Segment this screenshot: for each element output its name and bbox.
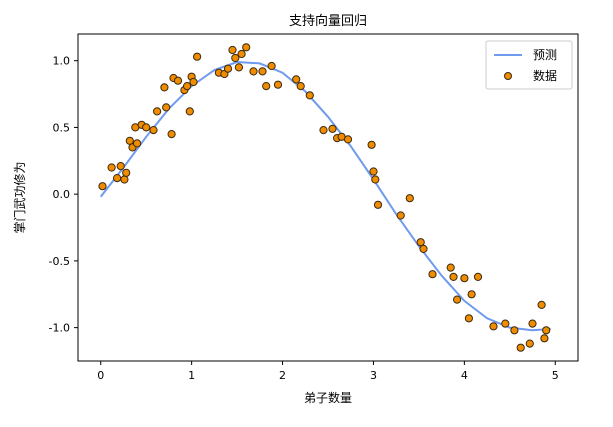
data-point bbox=[516, 343, 525, 352]
data-point bbox=[369, 167, 378, 176]
y-tick-label: -1.0 bbox=[49, 322, 70, 335]
data-point bbox=[120, 175, 129, 184]
x-axis-title: 弟子数量 bbox=[304, 390, 352, 405]
data-point bbox=[162, 103, 171, 112]
y-tick-label: 1.0 bbox=[53, 55, 71, 68]
data-point bbox=[460, 274, 469, 283]
y-tick-label: 0.0 bbox=[53, 188, 71, 201]
data-point bbox=[446, 263, 455, 272]
data-point bbox=[396, 211, 405, 220]
data-point bbox=[193, 52, 202, 61]
data-point bbox=[542, 326, 551, 335]
axes: 0 1 2 3 4 5 -1.0 -0.5 0.0 0.5 1.0 bbox=[49, 33, 579, 382]
data-point bbox=[449, 272, 458, 281]
data-point bbox=[153, 107, 162, 116]
x-tick-label: 2 bbox=[279, 369, 286, 382]
data-point bbox=[540, 334, 549, 343]
prediction-line bbox=[99, 60, 551, 332]
chart-title: 支持向量回归 bbox=[289, 13, 367, 29]
x-tick-label: 1 bbox=[188, 369, 195, 382]
x-tick-label: 0 bbox=[97, 369, 104, 382]
data-point bbox=[489, 322, 498, 331]
data-point bbox=[428, 270, 437, 279]
data-point bbox=[537, 300, 546, 309]
data-point bbox=[133, 139, 142, 148]
data-point bbox=[416, 238, 425, 247]
data-point bbox=[183, 82, 192, 91]
data-point bbox=[142, 123, 151, 132]
data-point bbox=[343, 135, 353, 144]
data-point bbox=[267, 61, 276, 71]
data-point bbox=[473, 272, 483, 281]
data-point bbox=[453, 295, 462, 304]
y-tick-label: 0.5 bbox=[53, 121, 71, 134]
data-point bbox=[234, 63, 243, 72]
data-point bbox=[419, 244, 428, 253]
data-point bbox=[98, 182, 107, 191]
data-point bbox=[223, 64, 233, 73]
data-point bbox=[160, 83, 169, 92]
data-point bbox=[464, 314, 473, 323]
data-point bbox=[467, 290, 476, 299]
legend-line-label: 预测 bbox=[533, 48, 557, 62]
data-point bbox=[319, 126, 328, 135]
data-point bbox=[228, 45, 237, 55]
data-point bbox=[528, 319, 537, 328]
plot-frame bbox=[77, 33, 579, 362]
data-point bbox=[510, 326, 519, 335]
plot-area bbox=[98, 43, 551, 352]
data-point bbox=[107, 163, 116, 172]
data-point bbox=[262, 82, 271, 91]
legend-marker-swatch bbox=[504, 72, 512, 80]
data-point bbox=[328, 124, 337, 133]
data-point bbox=[371, 175, 380, 184]
data-point bbox=[501, 319, 510, 328]
data-point bbox=[292, 75, 301, 84]
data-point bbox=[242, 43, 251, 52]
data-point bbox=[185, 107, 194, 116]
data-point bbox=[231, 53, 240, 63]
y-tick-label: -0.5 bbox=[49, 255, 70, 268]
data-point bbox=[116, 162, 125, 171]
x-tick-label: 3 bbox=[370, 369, 377, 382]
data-point bbox=[237, 49, 246, 59]
legend-marker-label: 数据 bbox=[533, 68, 557, 83]
data-point bbox=[249, 67, 258, 76]
data-point bbox=[189, 77, 198, 87]
x-tick-label: 5 bbox=[552, 369, 559, 382]
data-point bbox=[273, 80, 283, 89]
data-point bbox=[258, 67, 267, 76]
data-point bbox=[405, 194, 414, 203]
data-point bbox=[373, 200, 383, 209]
data-point bbox=[167, 130, 176, 139]
data-point bbox=[367, 140, 376, 149]
legend: 预测 数据 bbox=[485, 40, 573, 90]
data-point bbox=[122, 168, 131, 177]
x-tick-label: 4 bbox=[461, 369, 468, 382]
legend-box bbox=[485, 40, 573, 90]
y-axis-title: 掌门武功修为 bbox=[12, 161, 27, 233]
data-point bbox=[305, 91, 314, 100]
data-point bbox=[173, 76, 183, 85]
data-point bbox=[296, 82, 305, 91]
data-point bbox=[525, 339, 534, 348]
data-point bbox=[149, 126, 158, 135]
data-point bbox=[113, 174, 122, 183]
